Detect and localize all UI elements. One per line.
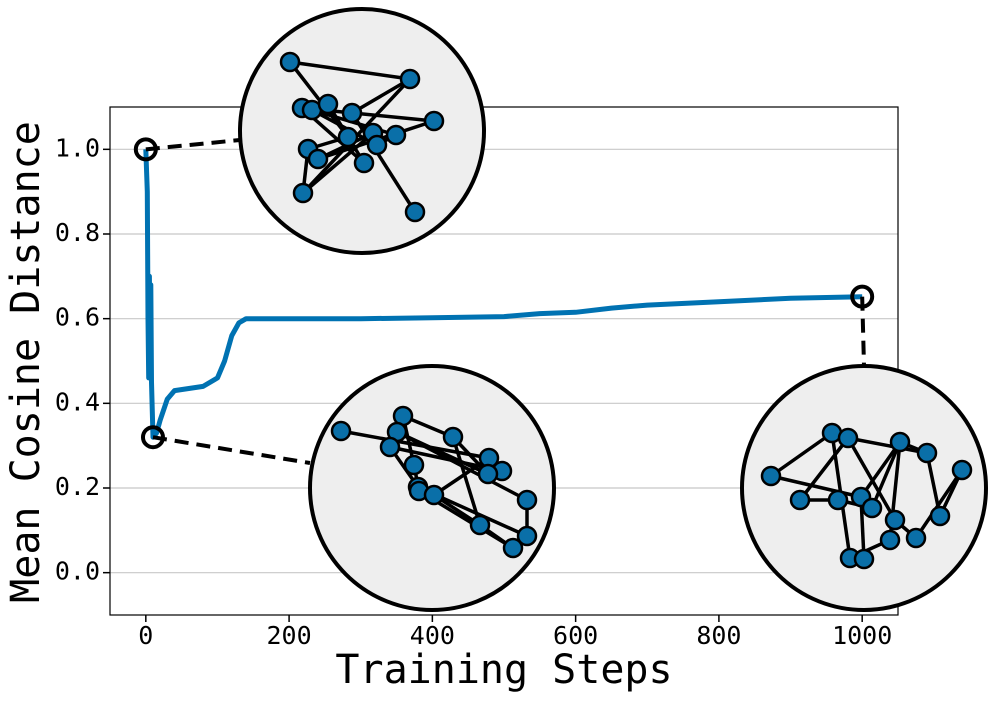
graph-node <box>292 182 314 204</box>
x-tick-label: 0 <box>138 621 153 650</box>
y-tick-label: 0.4 <box>55 387 100 416</box>
graph-edge <box>351 77 411 115</box>
highlight-marker <box>133 137 158 162</box>
graph-node <box>879 529 901 551</box>
highlight-marker <box>850 284 875 309</box>
graph-edge <box>289 60 411 81</box>
graph-node <box>330 420 352 442</box>
graph-node <box>861 497 883 519</box>
graph-node <box>307 148 329 170</box>
graph-edge <box>798 436 850 502</box>
graph-node <box>337 126 359 148</box>
x-tick-label: 1000 <box>832 621 892 650</box>
graph-edge <box>769 431 834 478</box>
graph-edge <box>451 436 482 526</box>
graph-edge <box>846 437 897 521</box>
x-tick-label: 600 <box>553 621 598 650</box>
graph-node <box>469 514 491 536</box>
highlight-marker <box>140 425 165 450</box>
x-tick-label: 400 <box>410 621 455 650</box>
graph-node <box>404 201 426 223</box>
graph-node <box>889 431 911 453</box>
connector <box>152 435 311 465</box>
graph-node <box>951 459 973 481</box>
x-axis-label: Training Steps <box>335 647 672 693</box>
graph-node <box>423 110 445 132</box>
graph-node <box>789 489 811 511</box>
graph-node <box>403 454 425 476</box>
graph-node <box>385 124 407 146</box>
graph-node <box>760 465 782 487</box>
graph-node <box>399 68 421 90</box>
graph-edge <box>340 429 490 460</box>
connector <box>145 138 241 152</box>
graph-node <box>423 484 445 506</box>
graph-edge <box>350 112 417 213</box>
graph-edge <box>301 131 375 195</box>
graph-edge <box>396 430 528 502</box>
graph-node <box>279 51 301 73</box>
graph-node <box>884 509 906 531</box>
graph-node <box>379 436 401 458</box>
x-tick-label: 200 <box>267 621 312 650</box>
graph-edge <box>870 441 902 509</box>
graph-edge <box>914 469 964 539</box>
y-tick-label: 0.0 <box>55 557 100 586</box>
plot-frame <box>109 106 899 616</box>
graph-node <box>341 102 363 124</box>
graph-node <box>442 426 464 448</box>
graph-node <box>827 489 849 511</box>
graph-edge <box>847 436 928 455</box>
graph-edge <box>859 496 866 560</box>
graph-node <box>929 505 951 527</box>
graph-node <box>477 463 499 485</box>
x-tick-label: 800 <box>696 621 741 650</box>
graph-edge <box>770 474 862 499</box>
graph-node <box>905 527 927 549</box>
graph-node <box>516 489 538 511</box>
y-tick-label: 0.2 <box>55 472 100 501</box>
graph-node <box>916 442 938 464</box>
graph-node <box>837 427 859 449</box>
graph-node <box>366 134 388 156</box>
y-tick-label: 1.0 <box>55 133 100 162</box>
graph-node <box>853 548 875 570</box>
graph-node <box>353 152 375 174</box>
line <box>143 149 863 440</box>
graph-edge <box>859 440 902 499</box>
y-axis-label: Mean Cosine Distance <box>3 121 49 603</box>
graph-node <box>516 525 538 547</box>
y-tick-label: 0.6 <box>55 303 100 332</box>
y-tick-label: 0.8 <box>55 218 100 247</box>
graph-node <box>317 93 339 115</box>
graph-node <box>502 537 524 559</box>
